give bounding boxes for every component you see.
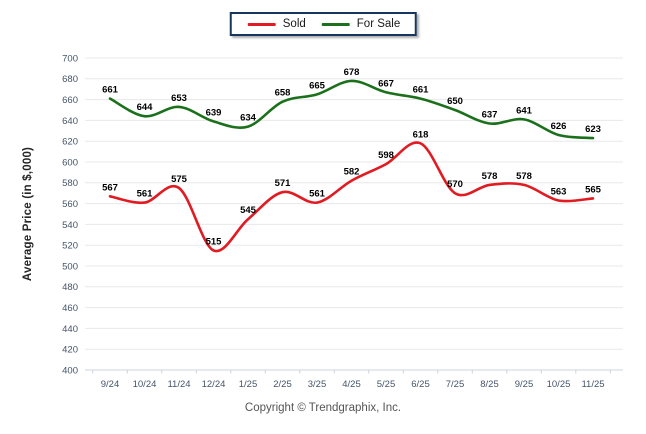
x-tick-label: 7/25 — [446, 379, 465, 390]
x-tick-label: 12/24 — [202, 379, 226, 390]
x-tick-label: 10/24 — [133, 379, 157, 390]
data-label: 639 — [206, 107, 222, 118]
data-label: 650 — [447, 96, 463, 107]
y-tick-label: 540 — [62, 220, 78, 231]
data-label: 667 — [378, 78, 394, 89]
x-tick-label: 6/25 — [411, 379, 430, 390]
data-label: 578 — [516, 171, 532, 182]
data-label: 623 — [585, 124, 601, 135]
data-label: 658 — [275, 88, 291, 99]
y-tick-label: 600 — [62, 157, 78, 168]
data-label: 678 — [344, 67, 360, 78]
data-label: 563 — [551, 187, 567, 198]
data-label: 637 — [482, 110, 498, 121]
x-tick-label: 1/25 — [239, 379, 258, 390]
data-label: 561 — [309, 189, 326, 200]
y-tick-label: 500 — [62, 261, 78, 272]
data-label: 618 — [413, 129, 429, 140]
data-label: 545 — [240, 205, 257, 216]
chart-legend: Sold For Sale — [229, 12, 417, 36]
data-label: 571 — [275, 178, 292, 189]
data-label: 644 — [137, 102, 154, 113]
y-tick-label: 620 — [62, 137, 78, 148]
for-sale-line — [108, 79, 595, 140]
x-tick-label: 11/24 — [167, 379, 190, 390]
x-tick-label: 5/25 — [377, 379, 396, 390]
y-tick-label: 460 — [62, 303, 78, 314]
x-tick-label: 11/25 — [581, 379, 604, 390]
copyright-text: Copyright © Trendgraphix, Inc. — [244, 402, 402, 414]
x-tick-label: 2/25 — [273, 379, 292, 390]
y-tick-label: 400 — [62, 365, 78, 376]
y-tick-label: 700 — [62, 53, 78, 64]
data-label: 598 — [378, 150, 394, 161]
data-label: 567 — [102, 182, 118, 193]
data-label: 653 — [171, 93, 187, 104]
y-tick-label: 440 — [62, 324, 78, 335]
legend-item-for-sale: For Sale — [321, 18, 401, 30]
data-label: 570 — [447, 179, 463, 190]
y-tick-label: 520 — [62, 241, 78, 252]
y-tick-label: 640 — [62, 116, 78, 127]
data-label: 626 — [551, 121, 567, 132]
data-label: 515 — [206, 236, 223, 247]
x-tick-label: 8/25 — [480, 379, 499, 390]
for-sale-line-swatch — [321, 22, 350, 26]
data-label: 641 — [516, 105, 533, 116]
y-tick-label: 420 — [62, 345, 78, 356]
legend-label-for-sale: For Sale — [356, 18, 401, 30]
x-tick-label: 9/25 — [515, 379, 534, 390]
x-tick-label: 3/25 — [308, 379, 327, 390]
data-label: 575 — [171, 174, 188, 185]
sold-line — [108, 141, 595, 253]
y-tick-label: 480 — [62, 282, 78, 293]
y-axis-title: Average Price (in $,000) — [22, 147, 34, 281]
data-label: 665 — [309, 80, 326, 91]
data-label: 565 — [585, 184, 602, 195]
y-tick-label: 580 — [62, 178, 78, 189]
data-label: 661 — [102, 85, 119, 96]
legend-label-sold: Sold — [282, 18, 306, 30]
y-tick-label: 660 — [62, 95, 78, 106]
data-label: 578 — [482, 171, 498, 182]
sold-line-swatch — [247, 22, 276, 26]
x-tick-label: 9/24 — [101, 379, 120, 390]
data-label: 634 — [240, 113, 257, 124]
data-label: 661 — [413, 85, 430, 96]
data-label: 582 — [344, 167, 360, 178]
y-tick-label: 560 — [62, 199, 78, 210]
legend-item-sold: Sold — [247, 18, 306, 30]
price-chart: 400 420 440 460 480 500 520 540 560 580 600 620 640 6… — [22, 53, 623, 390]
y-tick-label: 680 — [62, 74, 78, 85]
x-tick-label: 10/25 — [547, 379, 571, 390]
data-label: 561 — [137, 189, 154, 200]
x-tick-label: 4/25 — [342, 379, 361, 390]
